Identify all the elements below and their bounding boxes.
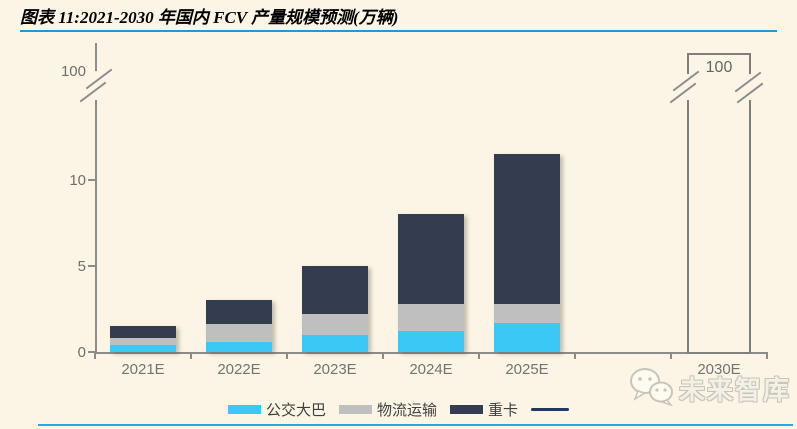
x-axis-line: [94, 352, 768, 354]
x-tick-mark: [766, 354, 768, 359]
bar-segment-logistics: [494, 303, 560, 323]
bar-segment-bus: [494, 322, 560, 352]
x-axis-label-2021E: 2021E: [121, 361, 165, 378]
legend-item-trend-line: [531, 408, 570, 411]
legend-label-logistics: 物流运输: [376, 402, 437, 419]
watermark: 未来智库: [628, 366, 791, 411]
x-axis-label-2030E: 2030E: [697, 361, 741, 378]
x-tick-mark: [670, 354, 672, 359]
chart-legend: 公交大巴 物流运输 重卡: [0, 399, 797, 420]
bar-segment-heavy-truck: [110, 326, 176, 339]
legend-line-swatch: [531, 408, 570, 411]
bottom-rule: [38, 424, 793, 426]
x-tick-mark: [286, 354, 288, 359]
x-tick-mark: [94, 354, 96, 359]
bar-segment-logistics: [302, 314, 368, 335]
legend-item-heavy-truck: 重卡: [450, 399, 518, 420]
stacked-bar-2021E: [110, 326, 176, 352]
forecast-outline-bar-2030E: [687, 53, 751, 354]
y-tick-mark: [88, 179, 96, 181]
y-tick-mark: [88, 265, 96, 267]
stacked-bar-2022E: [206, 300, 272, 352]
legend-item-logistics: 物流运输: [338, 399, 437, 420]
stacked-bar-2023E: [302, 266, 368, 352]
bar-segment-logistics: [398, 303, 464, 332]
legend-swatch-bus: [227, 405, 261, 414]
bar-segment-bus: [302, 334, 368, 352]
x-axis-label-2023E: 2023E: [313, 361, 357, 378]
stacked-bar-2025E: [494, 154, 560, 352]
y-tick-mark: [88, 351, 96, 353]
legend-item-bus: 公交大巴: [227, 399, 326, 420]
y-axis-line-lower: [95, 100, 97, 353]
bar-segment-heavy-truck: [302, 266, 368, 315]
bar-segment-heavy-truck: [206, 300, 272, 325]
y-tick-label: 0: [77, 344, 86, 361]
wechat-icon: [628, 366, 676, 411]
x-axis-label-2025E: 2025E: [505, 361, 549, 378]
bar-segment-bus: [110, 345, 176, 352]
chart-title: 图表 11:2021-2030 年国内 FCV 产量规模预测(万辆): [20, 8, 399, 27]
y-axis-line-upper: [95, 43, 97, 71]
y-tick-label: 10: [69, 172, 86, 189]
x-tick-mark: [478, 354, 480, 359]
x-axis-label-2024E: 2024E: [409, 361, 453, 378]
stacked-bar-2024E: [398, 214, 464, 352]
x-tick-mark: [382, 354, 384, 359]
title-underline: [20, 30, 777, 32]
x-tick-mark: [190, 354, 192, 359]
x-tick-mark: [574, 354, 576, 359]
y-axis-break-label: 100: [60, 63, 86, 80]
bar-segment-heavy-truck: [494, 154, 560, 304]
outline-bar-value-label: 100: [705, 59, 733, 76]
legend-swatch-logistics: [338, 405, 372, 414]
x-axis-label-2022E: 2022E: [217, 361, 261, 378]
bar-segment-bus: [206, 341, 272, 352]
bar-segment-bus: [398, 331, 464, 352]
legend-swatch-heavy-truck: [450, 405, 483, 414]
bar-segment-logistics: [110, 338, 176, 346]
legend-label-heavy-truck: 重卡: [488, 402, 519, 419]
bar-segment-heavy-truck: [398, 214, 464, 304]
legend-label-bus: 公交大巴: [265, 402, 326, 419]
watermark-text: 未来智库: [678, 375, 791, 405]
y-tick-label: 5: [77, 258, 86, 275]
bar-segment-logistics: [206, 324, 272, 342]
